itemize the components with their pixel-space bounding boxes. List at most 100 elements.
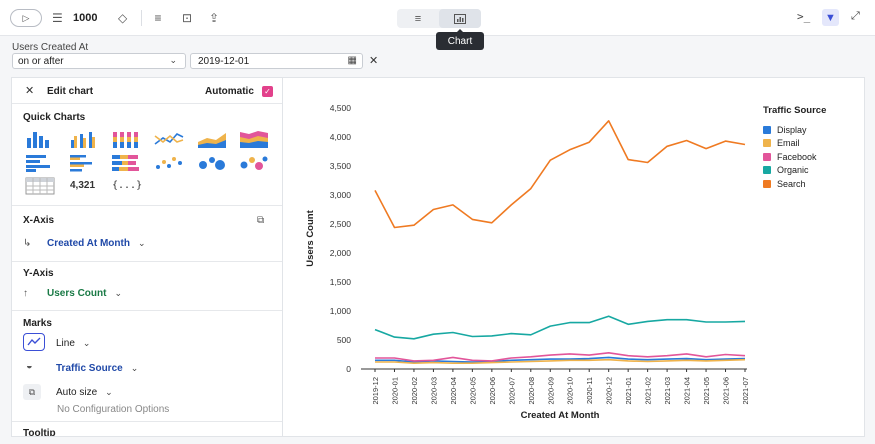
automatic-label: Automatic (205, 86, 254, 97)
swap-axes-icon[interactable]: ⧉ (257, 215, 265, 226)
quick-chart-table-icon[interactable] (25, 177, 55, 195)
legend-swatch (763, 125, 771, 134)
edit-chart-title: Edit chart (47, 86, 94, 97)
x-axis-field-select[interactable]: ↳ Created At Month ⌄ (23, 238, 146, 249)
series-line-facebook (375, 351, 746, 362)
x-tick-label: 2019-12 (371, 377, 380, 405)
quick-chart-horizontal-bar-icon[interactable] (25, 154, 55, 172)
x-tick-label: 2020-01 (390, 377, 399, 405)
quick-chart-number-icon[interactable]: 4,321 (70, 180, 96, 191)
run-button[interactable]: ▷ (10, 9, 42, 27)
toolbar-divider (141, 10, 142, 26)
quick-chart-line-icon[interactable] (154, 130, 184, 148)
legend-item-organic[interactable]: Organic (763, 164, 863, 178)
quick-chart-stacked-hbar-icon[interactable] (111, 154, 141, 172)
chevron-down-icon: ⌄ (82, 338, 91, 348)
x-tick-label: 2021-03 (663, 377, 672, 405)
x-tick-label: 2021-06 (722, 377, 731, 405)
quick-chart-bubble-icon[interactable] (197, 154, 227, 172)
eraser-icon[interactable]: ◇ (118, 11, 128, 25)
x-tick-label: 2021-05 (702, 377, 711, 405)
series-line-organic (374, 315, 746, 340)
y-tick-label: 2,000 (330, 248, 352, 258)
tooltip-arrow (456, 29, 464, 33)
size-select[interactable]: Auto size ⌄ (56, 387, 113, 398)
quick-chart-stacked-area-icon[interactable] (239, 130, 269, 148)
expand-icon[interactable]: ⤢ (851, 10, 860, 22)
chevron-down-icon: ⌄ (105, 387, 113, 397)
row-limit-value[interactable]: 1000 (73, 12, 98, 24)
x-axis-title: Created At Month (521, 410, 600, 421)
quick-chart-stacked-bar-icon[interactable] (111, 130, 141, 148)
quick-chart-json-icon[interactable]: {...} (112, 180, 143, 191)
legend-swatch (763, 139, 771, 148)
x-tick-label: 2020-07 (507, 377, 516, 405)
add-column-icon[interactable]: ≡ (154, 11, 162, 25)
mark-type-select[interactable]: Line ⌄ (56, 338, 90, 349)
series-line-email (375, 358, 746, 365)
legend-label: Facebook (777, 151, 817, 162)
edit-chart-panel: ✕ Edit chart Automatic ✓ Quick Charts (11, 77, 282, 437)
save-icon[interactable]: ⊡ (181, 11, 193, 25)
legend-items: Display Email Facebook Organic Search (763, 123, 863, 191)
quick-chart-area-icon[interactable] (197, 130, 227, 148)
x-tick-label: 2021-01 (624, 377, 633, 405)
quick-charts-title: Quick Charts (23, 112, 86, 123)
legend-item-email[interactable]: Email (763, 137, 863, 151)
export-icon[interactable]: ⇪ (208, 11, 220, 25)
y-axis-title: Y-Axis (23, 268, 54, 279)
color-fill-icon[interactable]: ◒ (26, 360, 33, 372)
filter-label: Users Created At (12, 42, 89, 53)
clear-filter-icon[interactable]: ✕ (369, 55, 379, 67)
x-tick-label: 2020-09 (546, 377, 555, 405)
toolbar: ▷ ☰ 1000 ◇ ≡ ⊡ ⇪ ≡ >_ ▼ ⤢ (0, 0, 875, 36)
terminal-icon[interactable]: >_ (797, 10, 811, 23)
filter-operator-value: on or after (18, 55, 64, 67)
close-icon[interactable]: ✕ (25, 85, 35, 97)
line-mark-icon[interactable] (23, 333, 45, 351)
chevron-down-icon: ⌄ (169, 55, 177, 65)
line-chart: 0 500 1,000 1,500 2,000 2,500 3,000 3,500 4,000 4… (305, 103, 750, 421)
x-tick-label: 2021-07 (741, 377, 750, 405)
play-icon: ▷ (22, 12, 30, 23)
align-left-icon[interactable]: ≡ (414, 12, 422, 25)
legend-label: Search (777, 178, 806, 189)
quick-chart-scatter-icon[interactable] (154, 154, 184, 172)
no-config-text: No Configuration Options (57, 404, 170, 415)
size-icon[interactable]: ⧉ (23, 384, 41, 400)
y-axis-field-select[interactable]: ↑ Users Count ⌄ (23, 288, 122, 299)
filter-operator-select[interactable]: on or after ⌄ (12, 53, 186, 69)
quick-chart-grouped-hbar-icon[interactable] (69, 154, 99, 172)
x-axis-field-label: Created At Month (47, 238, 130, 249)
filter-icon[interactable]: ▼ (822, 9, 839, 26)
legend-swatch (763, 152, 771, 161)
x-tick-label: 2021-02 (644, 377, 653, 405)
quick-chart-multi-bubble-icon[interactable] (239, 154, 269, 172)
automatic-checkbox[interactable]: ✓ (262, 86, 273, 97)
legend-swatch (763, 179, 771, 188)
x-tick-label: 2021-04 (683, 377, 692, 405)
chart-legend: Traffic Source Display Email Facebook Organ… (763, 105, 863, 191)
filter-date-input[interactable]: 2019-12-01 ▦ (190, 53, 363, 69)
chevron-down-icon: ⌄ (137, 238, 146, 248)
section-divider (12, 421, 282, 422)
x-axis-arrow-icon: ↳ (23, 238, 32, 249)
legend-swatch (763, 166, 771, 175)
quick-chart-bar-icon[interactable] (25, 130, 55, 148)
chart-tooltip: Chart (436, 29, 484, 50)
x-tick-label: 2020-04 (449, 377, 458, 405)
legend-item-search[interactable]: Search (763, 177, 863, 191)
legend-item-display[interactable]: Display (763, 123, 863, 137)
color-field-select[interactable]: Traffic Source ⌄ (56, 363, 138, 374)
y-axis-field-label: Users Count (47, 288, 107, 299)
calendar-icon[interactable]: ▦ (347, 55, 357, 66)
row-limit-icon[interactable]: ☰ (52, 11, 63, 25)
y-tick-label: 3,000 (330, 190, 352, 200)
legend-item-facebook[interactable]: Facebook (763, 150, 863, 164)
x-tick-label: 2020-10 (566, 377, 575, 405)
line-mark-glyph (27, 337, 41, 346)
x-axis-title: X-Axis (23, 215, 55, 226)
bar-chart-icon[interactable] (439, 9, 481, 28)
quick-chart-grouped-bar-icon[interactable] (69, 130, 99, 148)
